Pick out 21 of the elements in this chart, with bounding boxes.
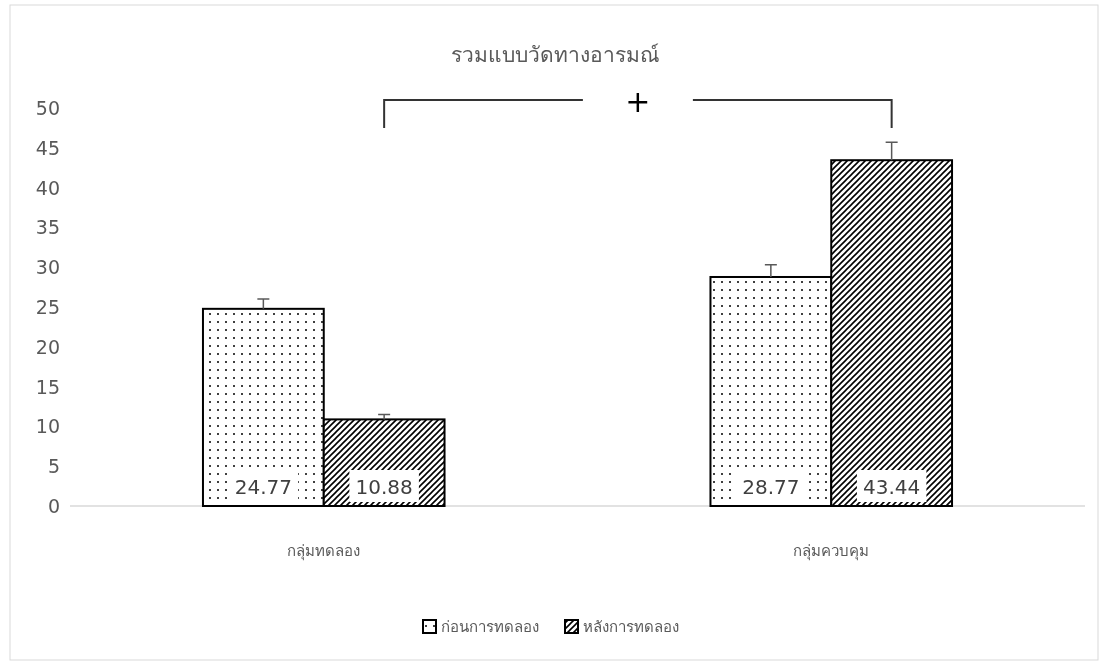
legend-label: ก่อนการทดลอง — [441, 618, 539, 636]
x-tick-label: กลุ่มทดลอง — [287, 542, 361, 561]
legend-label: หลังการทดลอง — [583, 618, 679, 636]
y-tick-label: 25 — [35, 296, 60, 318]
y-tick-label: 45 — [35, 136, 60, 159]
data-label: 28.77 — [742, 475, 800, 499]
y-tick-label: 20 — [35, 335, 60, 358]
y-tick-label: 15 — [35, 375, 60, 398]
y-tick-label: 10 — [35, 415, 60, 438]
chart-title: รวมแบบวัดทางอารมณ์ — [451, 43, 659, 67]
y-tick-label: 35 — [35, 216, 60, 239]
y-tick-label: 40 — [35, 176, 60, 199]
y-tick-label: 5 — [47, 455, 60, 478]
data-label: 10.88 — [355, 475, 413, 499]
data-label: 24.77 — [234, 475, 292, 499]
data-label: 43.44 — [863, 475, 921, 499]
annotation: + — [625, 84, 651, 119]
y-tick-label: 50 — [35, 97, 60, 119]
y-tick-label: 0 — [47, 495, 60, 517]
y-tick-label: 30 — [35, 256, 60, 279]
x-tick-label: กลุ่มควบคุม — [793, 542, 870, 561]
